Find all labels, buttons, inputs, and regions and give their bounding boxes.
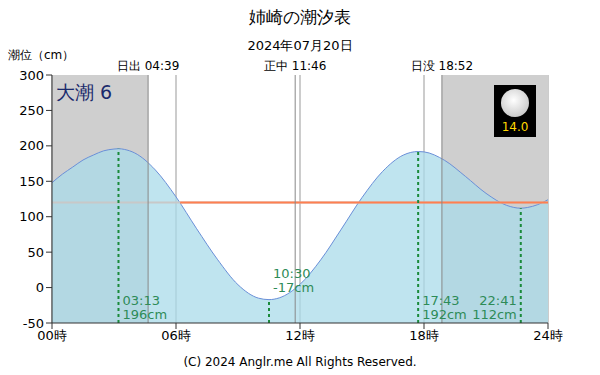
svg-text:正中 11:46: 正中 11:46 <box>264 59 326 73</box>
html-text:姉崎の潮汐表: 姉崎の潮汐表 <box>249 7 351 27</box>
svg-text:日出 04:39: 日出 04:39 <box>117 59 179 73</box>
svg-text:150: 150 <box>19 174 44 189</box>
svg-text:10:30: 10:30 <box>273 266 310 281</box>
html-text:潮位（cm）: 潮位（cm） <box>8 48 75 62</box>
html-text:大潮 6: 大潮 6 <box>56 81 113 103</box>
svg-text:06時: 06時 <box>161 328 191 343</box>
svg-text:03:13: 03:13 <box>122 293 159 308</box>
svg-text:192cm: 192cm <box>422 307 467 322</box>
svg-text:18時: 18時 <box>409 328 439 343</box>
svg-text:50: 50 <box>27 245 44 260</box>
svg-text:250: 250 <box>19 103 44 118</box>
svg-text:300: 300 <box>19 68 44 83</box>
svg-text:22:41: 22:41 <box>479 293 516 308</box>
html-text:14.0: 14.0 <box>501 120 529 134</box>
svg-text:0: 0 <box>36 280 44 295</box>
svg-text:00時: 00時 <box>37 328 67 344</box>
html-text:2024年07月20日: 2024年07月20日 <box>247 38 353 53</box>
svg-text:196cm: 196cm <box>122 307 167 322</box>
svg-text:112cm: 112cm <box>472 307 517 322</box>
svg-text:100: 100 <box>19 209 44 224</box>
svg-text:200: 200 <box>19 138 44 153</box>
svg-text:日没 18:52: 日没 18:52 <box>411 59 473 73</box>
svg-text:24時: 24時 <box>533 328 563 343</box>
html-text:(C) 2024 Anglr.me All Rights R: (C) 2024 Anglr.me All Rights Reserved. <box>183 355 417 369</box>
svg-text:12時: 12時 <box>285 328 315 343</box>
svg-text:-50: -50 <box>23 316 44 331</box>
svg-text:17:43: 17:43 <box>422 293 459 308</box>
svg-text:-17cm: -17cm <box>273 280 314 295</box>
